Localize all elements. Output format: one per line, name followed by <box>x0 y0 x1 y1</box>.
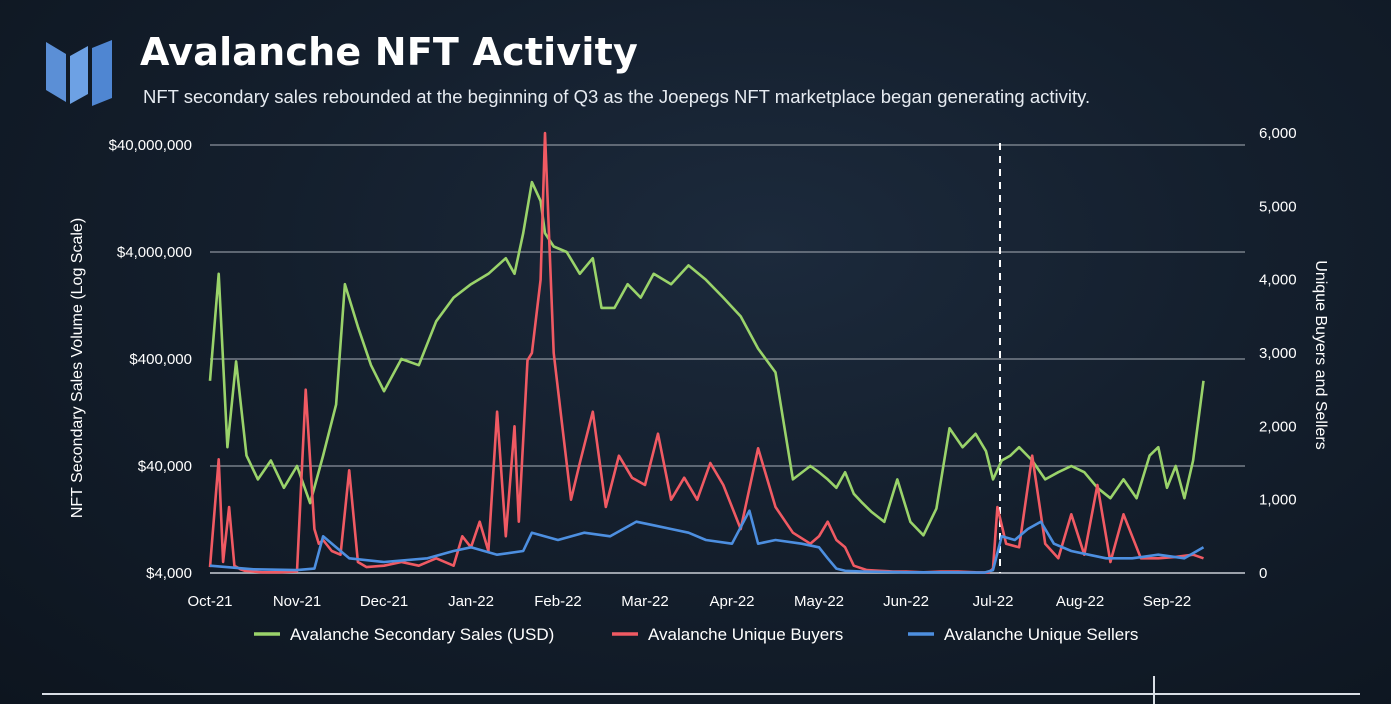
y-left-tick-label: $40,000 <box>138 458 192 475</box>
legend: Avalanche Secondary Sales (USD) Avalanche… <box>254 625 1138 644</box>
legend-label: Avalanche Secondary Sales (USD) <box>290 625 554 644</box>
y-left-tick-label: $4,000 <box>146 565 192 582</box>
y-right-tick-label: 0 <box>1259 565 1267 582</box>
y-right-tick-label: 5,000 <box>1259 198 1297 215</box>
x-tick-label: May-22 <box>794 593 844 610</box>
legend-item: Avalanche Unique Sellers <box>908 625 1138 644</box>
legend-label: Avalanche Unique Buyers <box>648 625 843 644</box>
series-line-avalanche-secondary-sales-usd <box>208 180 1205 537</box>
page-title: Avalanche NFT Activity <box>140 30 638 74</box>
x-tick-label: Jun-22 <box>883 593 929 610</box>
page-subtitle: NFT secondary sales rebounded at the beg… <box>143 86 1091 107</box>
series-line-avalanche-unique-buyers <box>208 131 1204 574</box>
footer-divider <box>42 693 1360 695</box>
series-line-avalanche-unique-sellers <box>209 509 1205 574</box>
y-right-tick-label: 6,000 <box>1259 125 1297 142</box>
y-left-tick-label: $400,000 <box>129 351 192 368</box>
x-tick-label: Jan-22 <box>448 593 494 610</box>
x-tick-label: Oct-21 <box>187 593 232 610</box>
x-tick-label: Feb-22 <box>534 593 582 610</box>
y-axis-left-label: NFT Secondary Sales Volume (Log Scale) <box>69 218 86 518</box>
y-right-tick-label: 3,000 <box>1259 345 1297 362</box>
legend-item: Avalanche Secondary Sales (USD) <box>254 625 554 644</box>
y-left-tick-label: $40,000,000 <box>109 137 192 154</box>
x-tick-label: Sep-22 <box>1143 593 1191 610</box>
gridlines <box>210 144 1245 574</box>
y-left-tick-label: $4,000,000 <box>117 244 192 261</box>
x-tick-label: Jul-22 <box>973 593 1014 610</box>
x-tick-label: Dec-21 <box>360 593 408 610</box>
x-tick-label: Nov-21 <box>273 593 321 610</box>
legend-label: Avalanche Unique Sellers <box>944 625 1138 644</box>
messari-m-logo-icon <box>46 40 112 106</box>
y-axis-right-label: Unique Buyers and Sellers <box>1312 260 1329 449</box>
legend-item: Avalanche Unique Buyers <box>612 625 843 644</box>
x-tick-label: Mar-22 <box>621 593 669 610</box>
x-tick-label: Apr-22 <box>709 593 754 610</box>
tick-labels: $4,000 $40,000 $400,000 $4,000,000 $40,000,0… <box>109 125 1297 610</box>
series-lines <box>208 131 1205 574</box>
y-right-tick-label: 4,000 <box>1259 272 1297 289</box>
y-right-tick-label: 2,000 <box>1259 418 1297 435</box>
y-right-tick-label: 1,000 <box>1259 492 1297 509</box>
x-tick-label: Aug-22 <box>1056 593 1104 610</box>
footer-divider-tick <box>1153 676 1155 704</box>
